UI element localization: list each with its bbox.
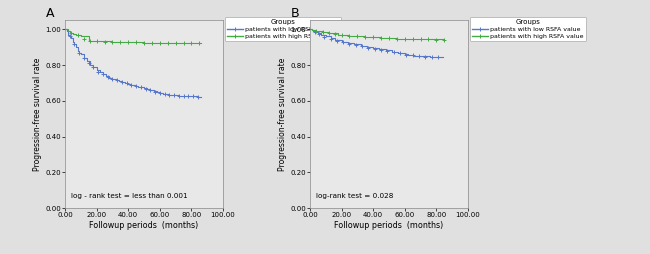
Text: log-rank test = 0.028: log-rank test = 0.028: [317, 193, 394, 199]
Y-axis label: Progression-free survival rate: Progression-free survival rate: [33, 58, 42, 171]
Text: A: A: [46, 7, 55, 20]
Legend: patients with low RSFA value, patients with high RSFA value: patients with low RSFA value, patients w…: [225, 17, 341, 41]
Y-axis label: Progression-free survival rate: Progression-free survival rate: [278, 58, 287, 171]
Text: B: B: [291, 7, 300, 20]
Legend: patients with low RSFA value, patients with high RSFA value: patients with low RSFA value, patients w…: [469, 17, 586, 41]
X-axis label: Followup periods  (months): Followup periods (months): [334, 221, 443, 230]
X-axis label: Followup periods  (months): Followup periods (months): [90, 221, 199, 230]
Text: log - rank test = less than 0.001: log - rank test = less than 0.001: [72, 193, 188, 199]
